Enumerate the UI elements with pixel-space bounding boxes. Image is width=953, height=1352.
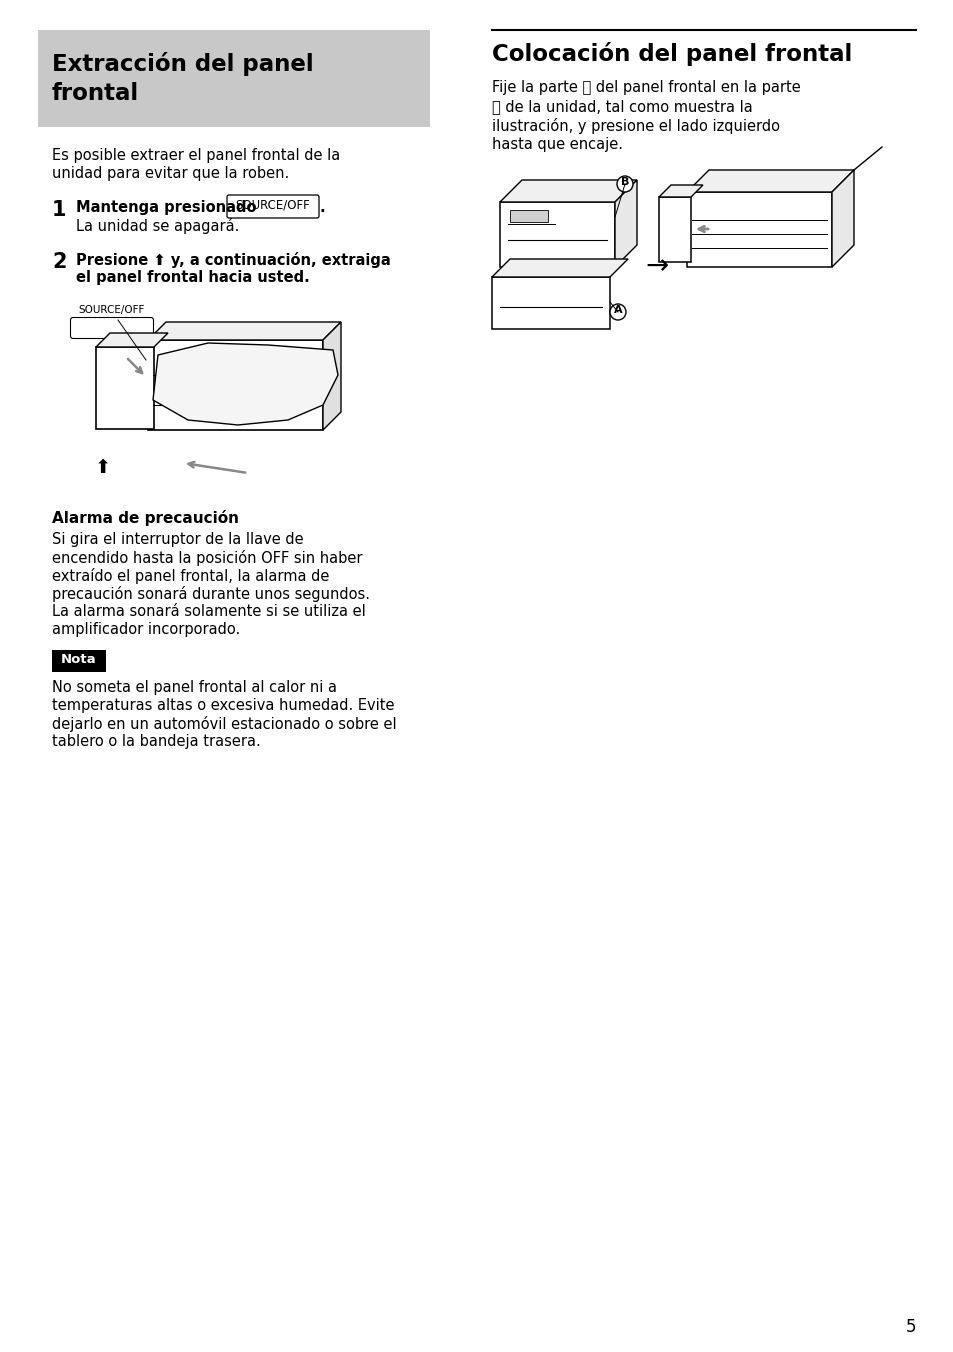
- Text: 2: 2: [52, 251, 67, 272]
- Text: .: .: [319, 200, 325, 215]
- Text: Mantenga presionado: Mantenga presionado: [76, 200, 256, 215]
- Text: frontal: frontal: [52, 82, 139, 105]
- Text: amplificador incorporado.: amplificador incorporado.: [52, 622, 240, 637]
- Text: temperaturas altas o excesiva humedad. Evite: temperaturas altas o excesiva humedad. E…: [52, 698, 395, 713]
- Text: →: →: [644, 251, 668, 280]
- Text: Colocación del panel frontal: Colocación del panel frontal: [492, 42, 851, 66]
- Text: La unidad se apagará.: La unidad se apagará.: [76, 218, 239, 234]
- Polygon shape: [615, 180, 637, 266]
- Text: A: A: [613, 306, 621, 315]
- Text: hasta que encaje.: hasta que encaje.: [492, 137, 622, 151]
- Polygon shape: [686, 170, 853, 192]
- Text: No someta el panel frontal al calor ni a: No someta el panel frontal al calor ni a: [52, 680, 336, 695]
- FancyBboxPatch shape: [227, 195, 318, 218]
- Bar: [492, 277, 609, 329]
- Text: Es posible extraer el panel frontal de la: Es posible extraer el panel frontal de l…: [52, 147, 340, 164]
- Text: ilustración, y presione el lado izquierdo: ilustración, y presione el lado izquierd…: [492, 118, 780, 134]
- Polygon shape: [659, 185, 702, 197]
- Bar: [499, 201, 615, 266]
- FancyBboxPatch shape: [71, 318, 153, 338]
- Text: Ⓑ de la unidad, tal como muestra la: Ⓑ de la unidad, tal como muestra la: [492, 99, 752, 114]
- Polygon shape: [492, 260, 627, 277]
- Polygon shape: [323, 322, 340, 430]
- Text: SOURCE/OFF: SOURCE/OFF: [235, 197, 310, 211]
- Polygon shape: [831, 170, 853, 266]
- Circle shape: [609, 304, 625, 320]
- Text: unidad para evitar que la roben.: unidad para evitar que la roben.: [52, 166, 289, 181]
- Polygon shape: [96, 333, 168, 347]
- Text: Fije la parte Ⓐ del panel frontal en la parte: Fije la parte Ⓐ del panel frontal en la …: [492, 80, 800, 95]
- Polygon shape: [152, 343, 337, 425]
- Bar: [38, 30, 430, 127]
- Bar: [686, 192, 831, 266]
- Text: Extracción del panel: Extracción del panel: [52, 51, 314, 76]
- Polygon shape: [148, 322, 340, 339]
- Text: Si gira el interruptor de la llave de: Si gira el interruptor de la llave de: [52, 531, 303, 548]
- Text: 5: 5: [904, 1318, 915, 1336]
- Bar: [659, 197, 690, 262]
- Bar: [52, 650, 106, 672]
- Circle shape: [617, 176, 633, 192]
- Text: encendido hasta la posición OFF sin haber: encendido hasta la posición OFF sin habe…: [52, 550, 362, 566]
- Text: ⬆: ⬆: [94, 458, 112, 477]
- Bar: [510, 210, 547, 222]
- Text: Nota: Nota: [61, 653, 96, 667]
- Text: SOURCE/OFF: SOURCE/OFF: [79, 306, 145, 315]
- Text: dejarlo en un automóvil estacionado o sobre el: dejarlo en un automóvil estacionado o so…: [52, 717, 396, 731]
- Bar: [96, 347, 153, 429]
- Text: precaución sonará durante unos segundos.: precaución sonará durante unos segundos.: [52, 585, 370, 602]
- Bar: [148, 339, 323, 430]
- Text: La alarma sonará solamente si se utiliza el: La alarma sonará solamente si se utiliza…: [52, 604, 365, 619]
- Text: tablero o la bandeja trasera.: tablero o la bandeja trasera.: [52, 734, 260, 749]
- Text: extraído el panel frontal, la alarma de: extraído el panel frontal, la alarma de: [52, 568, 329, 584]
- Polygon shape: [499, 180, 637, 201]
- Text: 1: 1: [52, 200, 67, 220]
- Text: el panel frontal hacia usted.: el panel frontal hacia usted.: [76, 270, 310, 285]
- Text: B: B: [620, 177, 629, 187]
- Text: Presione ⬆ y, a continuación, extraiga: Presione ⬆ y, a continuación, extraiga: [76, 251, 391, 268]
- Text: Alarma de precaución: Alarma de precaución: [52, 510, 239, 526]
